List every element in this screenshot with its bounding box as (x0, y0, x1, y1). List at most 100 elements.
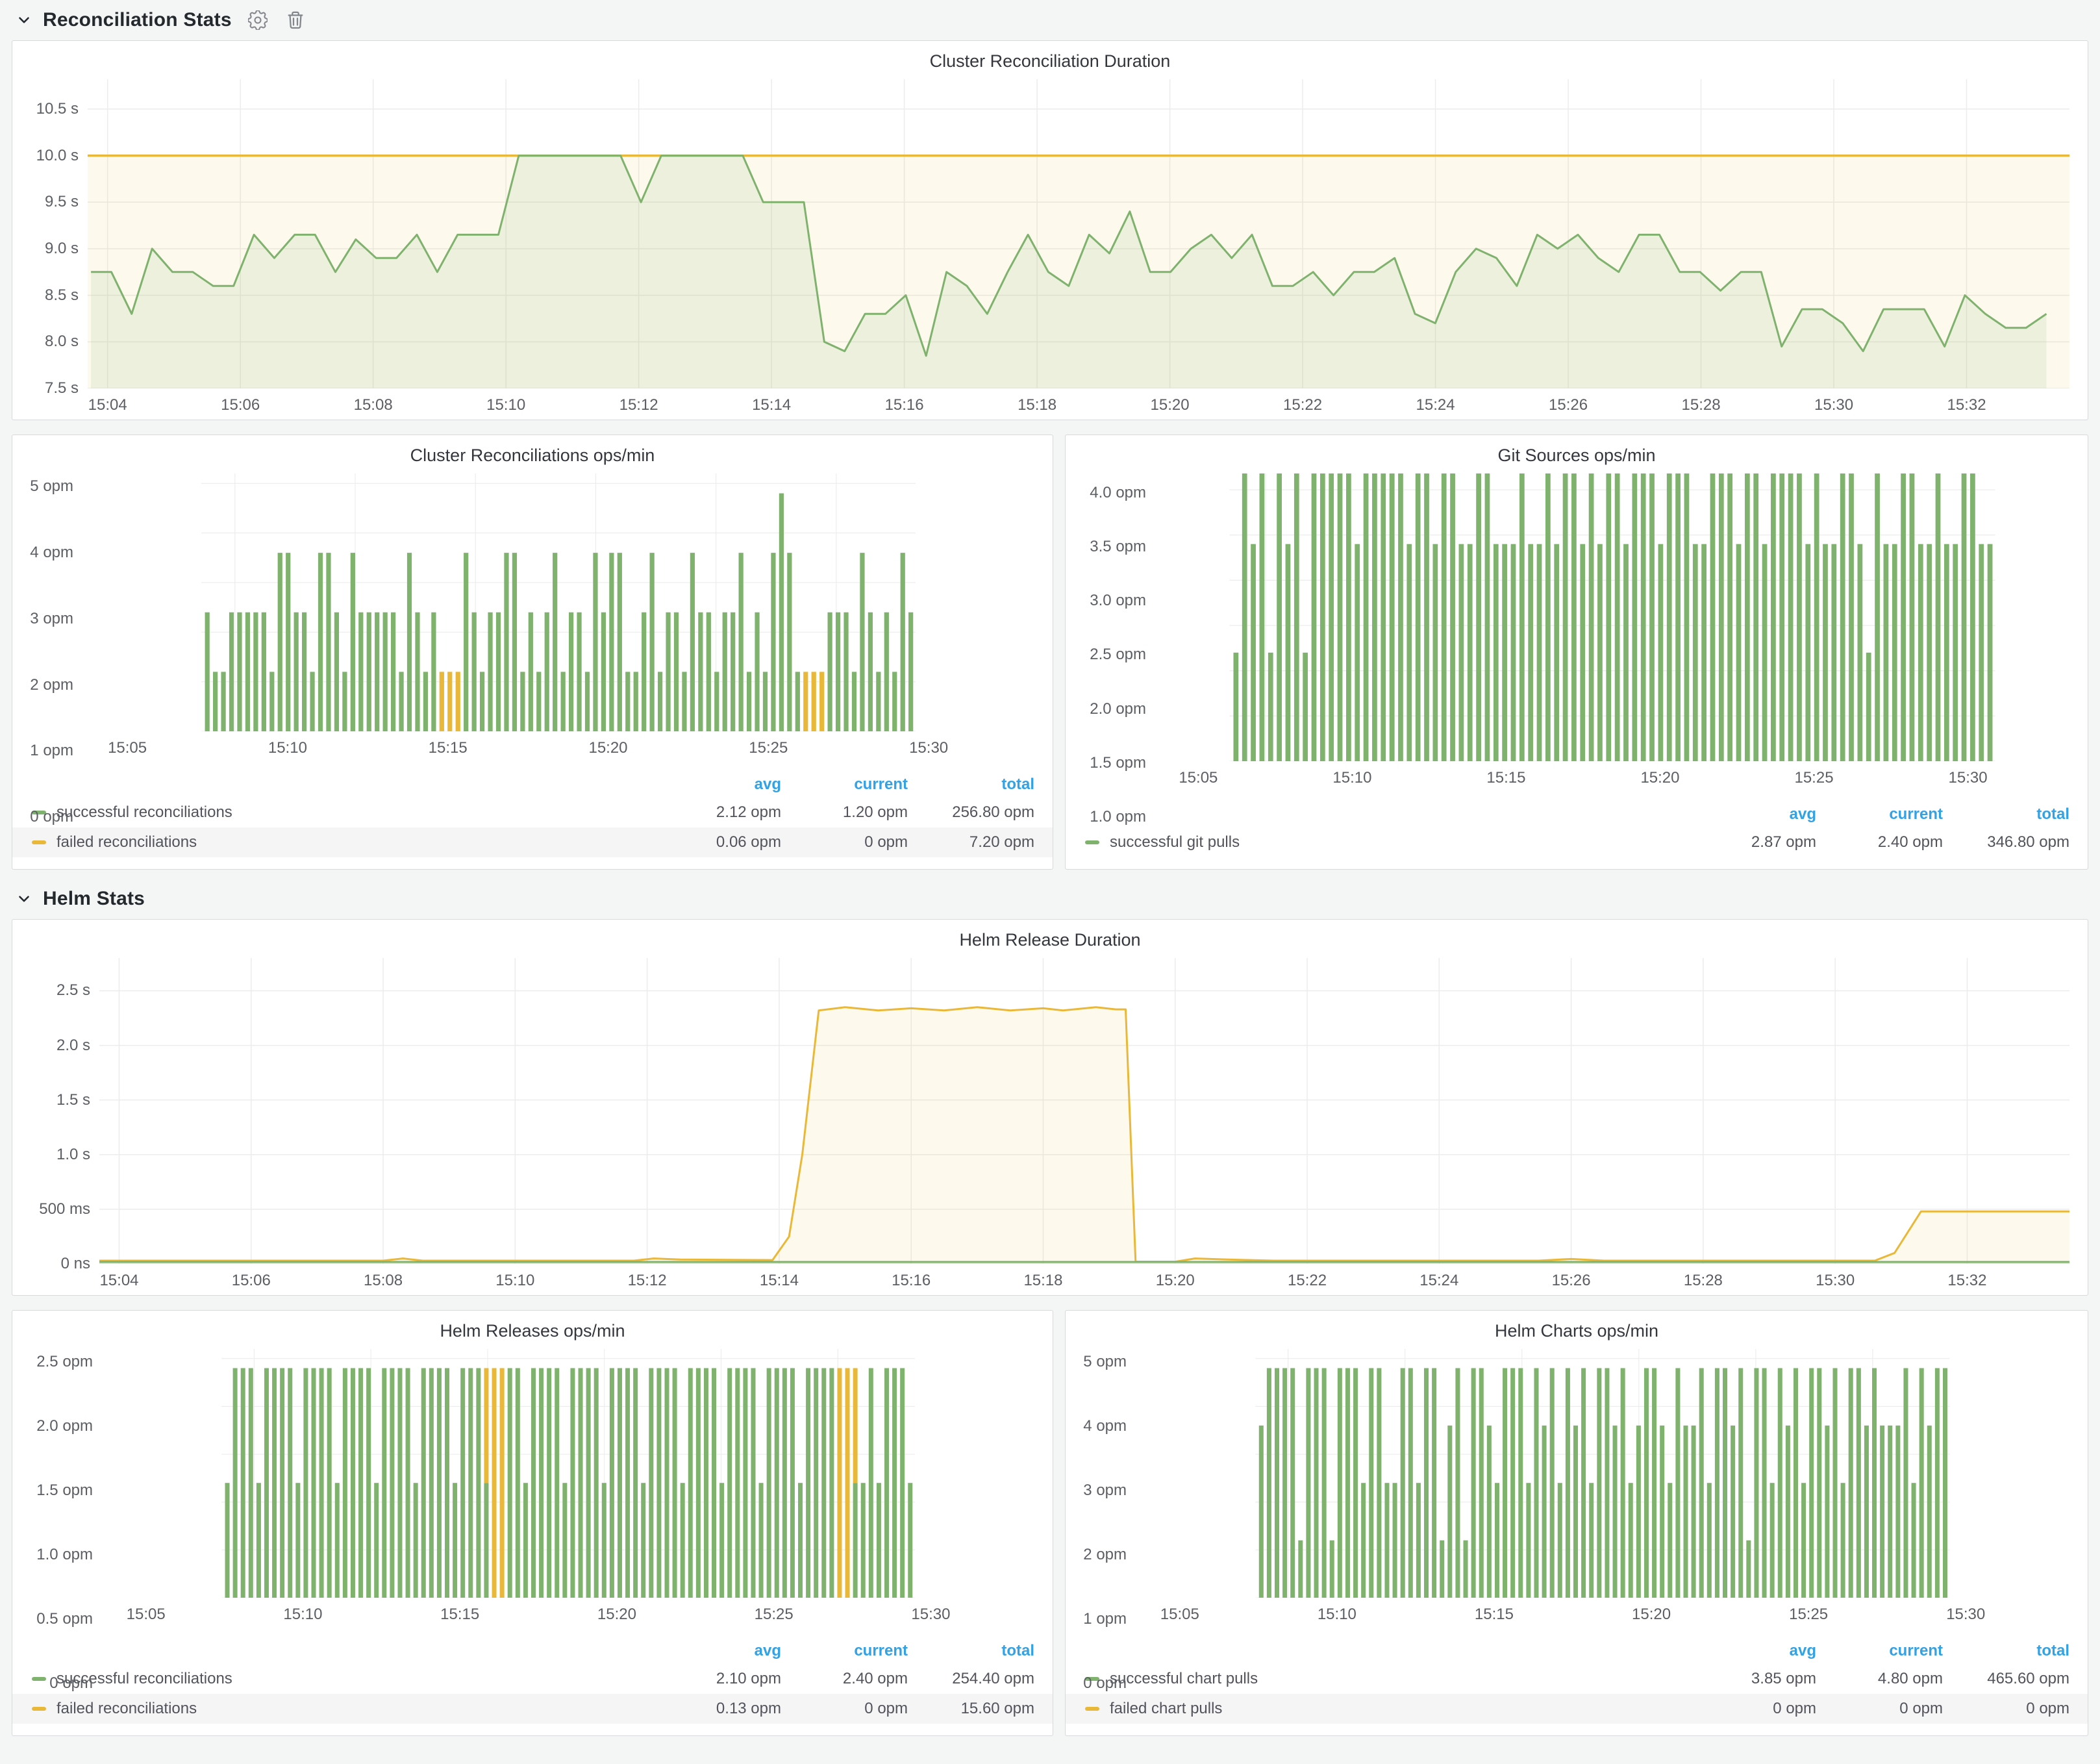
series-label[interactable]: failed reconciliations (56, 1700, 655, 1718)
series-label[interactable]: failed reconciliations (56, 833, 655, 851)
x-tick-label: 15:22 (1288, 1272, 1327, 1290)
series-avg-value: 0.13 opm (655, 1700, 781, 1718)
series-total-value: 15.60 opm (908, 1700, 1034, 1718)
series-avg-value: 2.10 opm (655, 1670, 781, 1688)
series-label[interactable]: successful reconciliations (56, 803, 655, 822)
x-tick-label: 15:16 (885, 396, 924, 414)
legend-column-header-avg[interactable]: avg (1690, 1642, 1816, 1660)
series-current-value: 1.20 opm (781, 803, 908, 822)
y-tick-label: 0 opm (30, 808, 73, 826)
x-axis-labels: 15:0515:1015:1515:2015:2515:30 (82, 731, 1034, 762)
chevron-down-icon (16, 890, 32, 907)
trash-icon[interactable] (284, 8, 307, 32)
legend-column-header-current[interactable]: current (781, 1642, 908, 1660)
panel-cluster-reconciliation-duration: Cluster Reconciliation Duration 10.5 s10… (12, 40, 2088, 420)
x-tick-label: 15:06 (221, 396, 260, 414)
y-tick-label: 8.5 s (45, 286, 79, 305)
gear-icon[interactable] (246, 8, 269, 32)
section-title: Helm Stats (43, 888, 145, 910)
y-tick-label: 5 opm (1083, 1353, 1127, 1371)
legend-row: successful chart pulls3.85 opm4.80 opm46… (1066, 1664, 2088, 1694)
x-tick-label: 15:10 (283, 1606, 322, 1624)
x-tick-label: 15:28 (1682, 396, 1721, 414)
legend-row: failed reconciliations0.06 opm0 opm7.20 … (12, 827, 1053, 857)
x-tick-label: 15:25 (749, 739, 788, 757)
y-tick-label: 1.0 opm (1090, 808, 1146, 826)
series-avg-value: 0.06 opm (655, 833, 781, 851)
series-label[interactable]: successful chart pulls (1110, 1670, 1690, 1688)
panel-title[interactable]: Cluster Reconciliations ops/min (12, 435, 1053, 470)
y-tick-label: 2 opm (1083, 1546, 1127, 1564)
legend-column-header-current[interactable]: current (781, 775, 908, 794)
section-header-reconciliation-stats[interactable]: Reconciliation Stats (0, 0, 2100, 40)
section-title: Reconciliation Stats (43, 9, 232, 31)
y-tick-label: 2.5 s (56, 981, 90, 1000)
series-color-marker (32, 1677, 46, 1681)
bar-plot[interactable] (102, 1349, 1034, 1598)
legend-header-row: avgcurrenttotal (12, 1638, 1053, 1664)
panel-git-sources-opm: Git Sources ops/min 4.0 opm3.5 opm3.0 op… (1065, 435, 2088, 870)
y-axis-labels: 10.5 s10.0 s9.5 s9.0 s8.5 s8.0 s7.5 s (23, 79, 88, 388)
legend-column-header-total[interactable]: total (908, 775, 1034, 794)
y-tick-label: 3.0 opm (1090, 592, 1146, 610)
x-tick-label: 15:32 (1947, 1272, 1986, 1290)
bar-plot[interactable] (1136, 1349, 2069, 1598)
y-tick-label: 1 opm (30, 742, 73, 760)
y-axis-labels: 2.5 opm2.0 opm1.5 opm1.0 opm0.5 opm0 opm (23, 1349, 102, 1598)
panel-title[interactable]: Helm Charts ops/min (1066, 1311, 2088, 1345)
x-tick-label: 15:30 (1949, 769, 1988, 787)
x-tick-label: 15:15 (429, 739, 468, 757)
panel-title[interactable]: Helm Releases ops/min (12, 1311, 1053, 1345)
bar-plot[interactable] (1155, 473, 2069, 761)
legend-column-header-total[interactable]: total (1943, 805, 2069, 824)
legend-column-header-avg[interactable]: avg (1690, 805, 1816, 824)
time-series-plot[interactable] (88, 79, 2069, 388)
section-header-helm-stats[interactable]: Helm Stats (0, 879, 2100, 919)
dashboard-page: Reconciliation Stats Cluster Reconciliat… (0, 0, 2100, 1764)
x-tick-label: 15:10 (1332, 769, 1371, 787)
series-color-marker (1085, 1707, 1099, 1711)
panel-title[interactable]: Helm Release Duration (12, 920, 2088, 954)
legend-column-header-total[interactable]: total (1943, 1642, 2069, 1660)
x-tick-label: 15:30 (911, 1606, 950, 1624)
x-tick-label: 15:30 (1814, 396, 1853, 414)
legend-header-row: avgcurrenttotal (1066, 801, 2088, 827)
x-tick-label: 15:24 (1419, 1272, 1458, 1290)
legend-column-header-current[interactable]: current (1816, 805, 1943, 824)
series-label[interactable]: successful git pulls (1110, 833, 1690, 851)
y-tick-label: 3 opm (30, 610, 73, 628)
x-tick-label: 15:12 (619, 396, 658, 414)
series-total-value: 346.80 opm (1943, 833, 2069, 851)
y-tick-label: 4 opm (30, 544, 73, 562)
panel-helm-release-duration: Helm Release Duration 2.5 s2.0 s1.5 s1.0… (12, 919, 2088, 1296)
time-series-plot[interactable] (99, 958, 2069, 1264)
y-tick-label: 9.5 s (45, 193, 79, 211)
x-tick-label: 15:10 (268, 739, 307, 757)
legend: avgcurrenttotalsuccessful chart pulls3.8… (1066, 1629, 2088, 1735)
bar-plot[interactable] (82, 473, 1034, 731)
series-avg-value: 3.85 opm (1690, 1670, 1816, 1688)
x-tick-label: 15:08 (364, 1272, 403, 1290)
legend-column-header-avg[interactable]: avg (655, 1642, 781, 1660)
series-color-marker (32, 840, 46, 844)
x-tick-label: 15:30 (1816, 1272, 1855, 1290)
legend-column-header-total[interactable]: total (908, 1642, 1034, 1660)
x-tick-label: 15:24 (1416, 396, 1455, 414)
x-tick-label: 15:05 (1160, 1606, 1199, 1624)
y-tick-label: 1 opm (1083, 1610, 1127, 1628)
legend: avgcurrenttotal successful reconciliation… (12, 762, 1053, 869)
series-label[interactable]: successful reconciliations (56, 1670, 655, 1688)
panel-title[interactable]: Cluster Reconciliation Duration (12, 41, 2088, 75)
series-label[interactable]: failed chart pulls (1110, 1700, 1690, 1718)
legend-column-header-current[interactable]: current (1816, 1642, 1943, 1660)
series-current-value: 0 opm (1816, 1700, 1943, 1718)
legend-row: failed reconciliations0.13 opm0 opm15.60… (12, 1694, 1053, 1724)
legend-column-header-avg[interactable]: avg (655, 775, 781, 794)
y-tick-label: 2.5 opm (36, 1353, 93, 1371)
x-tick-label: 15:08 (354, 396, 393, 414)
panel-title[interactable]: Git Sources ops/min (1066, 435, 2088, 470)
x-tick-label: 15:20 (588, 739, 627, 757)
x-axis-labels: 15:0515:1015:1515:2015:2515:30 (1136, 1598, 2069, 1629)
legend-header-row: avgcurrenttotal (1066, 1638, 2088, 1664)
x-tick-label: 15:04 (99, 1272, 138, 1290)
